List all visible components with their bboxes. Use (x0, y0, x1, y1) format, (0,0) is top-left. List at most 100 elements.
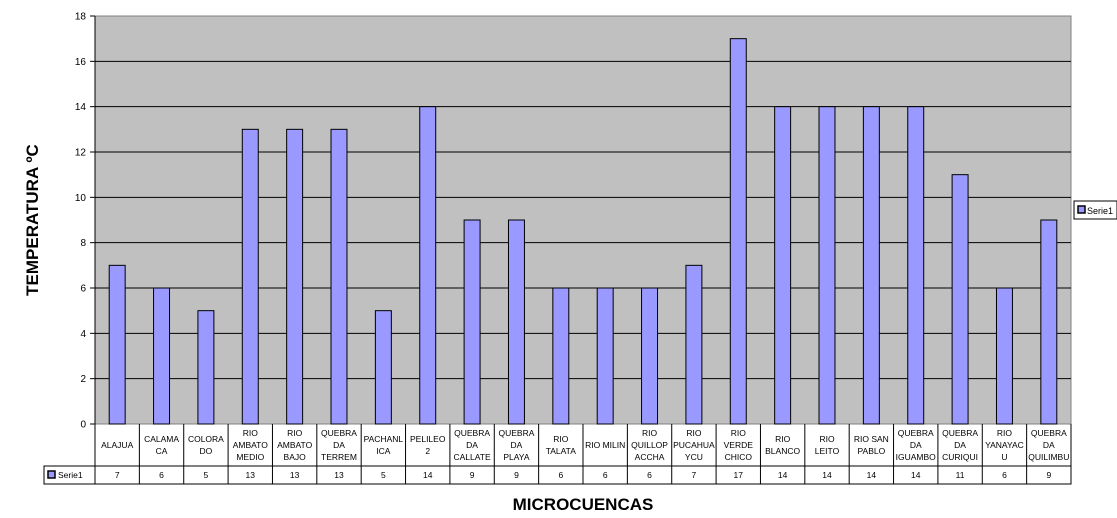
x-tick-label: CHICO (725, 452, 753, 462)
bar (108, 264, 126, 425)
y-tick-label: 0 (80, 420, 86, 431)
bar (951, 174, 969, 425)
x-tick-label: AMBATO (277, 440, 312, 450)
x-tick-label: PUCAHUA (673, 440, 715, 450)
data-label: 14 (867, 470, 877, 480)
data-label: 6 (159, 470, 164, 480)
x-tick-label: RIO SAN (854, 434, 889, 444)
x-tick-label: YANAYAC (985, 440, 1024, 450)
x-tick-label: PELILEO (410, 434, 446, 444)
x-tick-label: PABLO (858, 446, 886, 456)
bar (197, 310, 215, 425)
x-tick-label: QUEBRA (1031, 428, 1067, 438)
data-label: 14 (911, 470, 921, 480)
x-tick-label: RIO (686, 428, 702, 438)
data-label: 6 (603, 470, 608, 480)
x-tick-label: MEDIO (236, 452, 264, 462)
x-tick-label: DA (333, 440, 345, 450)
x-tick-label: 2 (425, 446, 430, 456)
data-label: 14 (822, 470, 832, 480)
data-label: 5 (381, 470, 386, 480)
y-axis-title: TEMPERATURA ºC (23, 144, 42, 296)
y-tick-label: 10 (75, 193, 87, 204)
bar (995, 287, 1013, 425)
data-label: 9 (470, 470, 475, 480)
bar (419, 106, 437, 425)
bar (685, 264, 703, 425)
legend-entry: Serie1 (1087, 206, 1113, 216)
bar (1040, 219, 1058, 425)
table-legend-key (47, 470, 56, 479)
bars (108, 38, 1058, 425)
x-tick-label: CALAMA (144, 434, 179, 444)
bar (286, 128, 304, 425)
bar (330, 128, 348, 425)
x-tick-label: TERREM (321, 452, 357, 462)
y-tick-label: 2 (80, 374, 86, 385)
x-tick-label: DO (200, 446, 213, 456)
data-label: 9 (514, 470, 519, 480)
table-series-name: Serie1 (58, 470, 83, 480)
legend-swatch (1077, 205, 1086, 214)
bar (507, 219, 525, 425)
data-label: 7 (692, 470, 697, 480)
bar (552, 287, 570, 425)
x-tick-label: DA (954, 440, 966, 450)
y-tick-label: 14 (75, 102, 87, 113)
bar (596, 287, 614, 425)
x-tick-label: RIO (642, 428, 658, 438)
x-tick-label: DA (511, 440, 523, 450)
bar (374, 310, 392, 425)
x-tick-label: QUEBRA (498, 428, 534, 438)
x-tick-label: QUEBRA (942, 428, 978, 438)
y-tick-label: 6 (80, 284, 86, 295)
x-tick-label: RIO (243, 428, 259, 438)
data-label: 7 (115, 470, 120, 480)
bar (774, 106, 792, 425)
y-tick-label: 18 (75, 12, 87, 23)
x-tick-label: QUILIMBU (1028, 452, 1069, 462)
x-tick-label: CA (156, 446, 168, 456)
x-tick-label: RIO (553, 434, 569, 444)
data-label: 6 (647, 470, 652, 480)
x-tick-label: DA (910, 440, 922, 450)
x-tick-label: VERDE (724, 440, 754, 450)
plot-area (94, 15, 1072, 425)
x-tick-label: CALLATE (454, 452, 491, 462)
data-label: 9 (1046, 470, 1051, 480)
bar (241, 128, 259, 425)
x-tick-label: QUEBRA (454, 428, 490, 438)
x-tick-label: RIO (287, 428, 303, 438)
bar (862, 106, 880, 425)
y-tick-label: 8 (80, 238, 86, 249)
data-label: 13 (246, 470, 256, 480)
x-tick-label: TALATA (546, 446, 577, 456)
data-table: ALAJUA 7 CALAMA CA 6 COLORA DO 5 RIO AMBATO MEDIO 1… (43, 424, 1072, 485)
y-tick-label: 4 (80, 329, 86, 340)
y-axis: 0 2 4 6 8 10 12 14 16 18 (75, 12, 96, 431)
x-tick-label: BLANCO (765, 446, 800, 456)
data-label: 5 (204, 470, 209, 480)
x-tick-label: QUILLOP (631, 440, 668, 450)
data-label: 6 (558, 470, 563, 480)
x-tick-label: AMBATO (233, 440, 268, 450)
x-tick-label: QUEBRA (898, 428, 934, 438)
data-label: 13 (290, 470, 300, 480)
x-tick-label: PACHANL (364, 434, 404, 444)
legend[interactable]: Serie1 (1073, 200, 1117, 220)
x-tick-label: RIO (731, 428, 747, 438)
data-label: 6 (1002, 470, 1007, 480)
x-tick-label: U (1001, 452, 1007, 462)
x-axis-title: MICROCUENCAS (513, 495, 654, 514)
y-tick-label: 16 (75, 57, 87, 68)
x-tick-label: RIO (997, 428, 1013, 438)
bar (463, 219, 481, 425)
y-tick-label: 12 (75, 148, 87, 159)
x-tick-label: IGUAMBO (896, 452, 937, 462)
x-tick-label: COLORA (188, 434, 224, 444)
x-tick-label: DA (1043, 440, 1055, 450)
bar (729, 38, 747, 425)
x-tick-label: RIO (819, 434, 835, 444)
x-tick-label: BAJO (284, 452, 307, 462)
